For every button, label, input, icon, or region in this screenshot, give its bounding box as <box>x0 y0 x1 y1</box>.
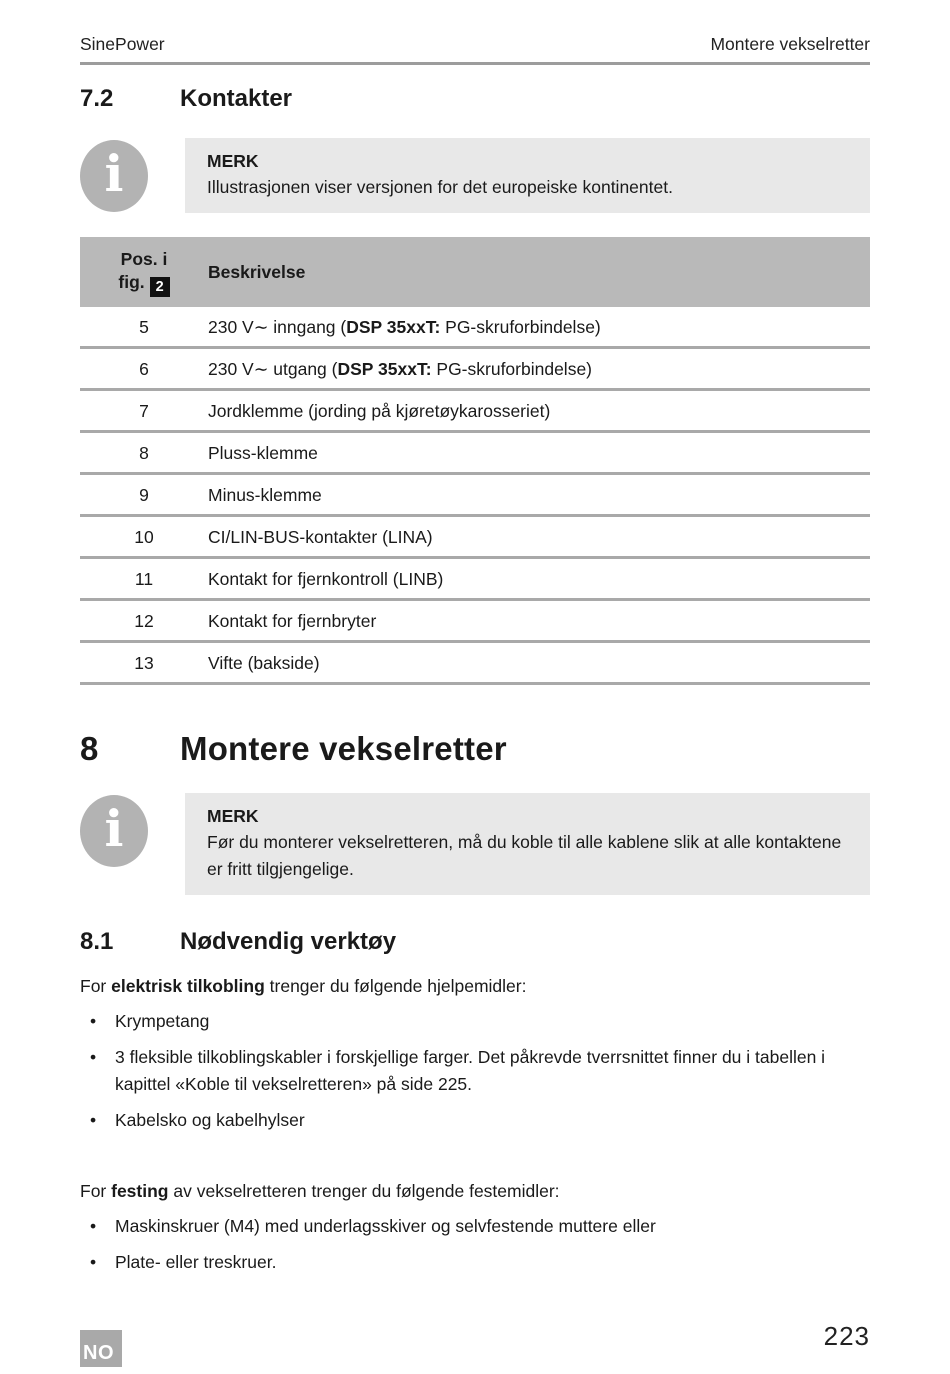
cell-pos: 12 <box>80 599 208 643</box>
table-row: 12 Kontakt for fjernbryter <box>80 599 870 643</box>
table-header-desc: Beskrivelse <box>208 261 306 282</box>
intro-bold: festing <box>111 1181 169 1201</box>
cell-pos: 5 <box>80 307 208 349</box>
chapter-heading-8: 8 Montere vekselretter <box>80 729 870 769</box>
info-icon: i <box>80 140 148 212</box>
table-row: 8 Pluss-klemme <box>80 431 870 475</box>
table-row: 9 Minus-klemme <box>80 473 870 517</box>
list-item: • Kabelsko og kabelhylser <box>80 1107 870 1134</box>
intro-post: trenger du følgende hjelpemidler: <box>264 976 527 996</box>
section-title: Kontakter <box>180 85 293 112</box>
note-box: MERK Illustrasjonen viser versjonen for … <box>185 138 870 213</box>
list-item-text: 3 fleksible tilkoblingskabler i forskjel… <box>115 1047 826 1094</box>
cell-description: 230 V∼ inngang (DSP 35xxT: PG-skruforbin… <box>208 307 870 349</box>
cell-description: Minus-klemme <box>208 473 870 517</box>
list-item: • 3 fleksible tilkoblingskabler i forskje… <box>80 1044 870 1098</box>
note-label: MERK <box>207 151 259 171</box>
contacts-table-body: 5 230 V∼ inngang (DSP 35xxT: PG-skruforbi… <box>80 307 870 685</box>
list-item-text: Krympetang <box>115 1011 210 1031</box>
cell-pos: 9 <box>80 473 208 517</box>
page-number: 223 <box>823 1321 870 1351</box>
intro-post: av vekselretteren trenger du følgende fe… <box>168 1181 560 1201</box>
cell-pos: 7 <box>80 389 208 433</box>
table-header-row: Pos. i fig. 2 Beskrivelse <box>80 237 870 307</box>
note-box: MERK Før du monterer vekselretteren, må … <box>185 793 870 895</box>
info-icon: i <box>80 795 148 867</box>
bullet-marker: • <box>90 1011 97 1031</box>
list-item-text: Kabelsko og kabelhylser <box>115 1110 305 1130</box>
intro-bold: elektrisk tilkobling <box>111 976 265 996</box>
list-item-text: Maskinskruer (M4) med underlagsskiver og… <box>115 1216 656 1236</box>
table-row: 6 230 V∼ utgang (DSP 35xxT: PG-skruforbin… <box>80 347 870 391</box>
intro-pre: For <box>80 976 112 996</box>
running-header-right: Montere vekselretter <box>710 34 870 54</box>
note-label: MERK <box>207 806 259 826</box>
note-text: Illustrasjonen viser versjonen for det e… <box>207 177 673 197</box>
section-title: Nødvendig verktøy <box>180 928 397 955</box>
tools-bullet-list: • Krympetang • 3 fleksible tilkoblingskable… <box>80 1008 870 1134</box>
cell-description: 230 V∼ utgang (DSP 35xxT: PG-skruforbind… <box>208 347 870 391</box>
cell-pos: 11 <box>80 557 208 601</box>
table-row: 11 Kontakt for fjernkontroll (LINB) <box>80 557 870 601</box>
bullet-marker: • <box>90 1252 97 1272</box>
bullet-marker: • <box>90 1047 97 1067</box>
cell-description: Jordklemme (jording på kjøretøykarosseri… <box>208 389 870 433</box>
pos-header-line2: fig. <box>118 271 145 292</box>
cell-pos: 6 <box>80 347 208 391</box>
table-row: 10 CI/LIN-BUS-kontakter (LINA) <box>80 515 870 559</box>
fasteners-bullet-list: • Maskinskruer (M4) med underlagsskiver o… <box>80 1213 870 1276</box>
cell-description: Vifte (bakside) <box>208 641 870 685</box>
cell-pos: 8 <box>80 431 208 475</box>
section-number: 8.1 <box>80 928 114 955</box>
section-heading-8-1: 8.1 Nødvendig verktøy <box>80 927 870 957</box>
figure-ref-badge: 2 <box>149 276 170 297</box>
bullet-marker: • <box>90 1216 97 1236</box>
table-header-pos: Pos. i fig. 2 <box>80 237 208 307</box>
table-row: 5 230 V∼ inngang (DSP 35xxT: PG-skruforbi… <box>80 307 870 349</box>
list-item: • Krympetang <box>80 1008 870 1035</box>
table-row: 7 Jordklemme (jording på kjøretøykarosser… <box>80 389 870 433</box>
note-text: Før du monterer vekselretteren, må du ko… <box>207 832 842 879</box>
cell-description: Kontakt for fjernbryter <box>208 599 870 643</box>
cell-description: CI/LIN-BUS-kontakter (LINA) <box>208 515 870 559</box>
cell-pos: 10 <box>80 515 208 559</box>
running-header: SinePower Montere vekselretter <box>80 0 870 65</box>
section-heading-7-2: 7.2 Kontakter <box>80 84 870 114</box>
section-number: 7.2 <box>80 85 114 112</box>
list-item-text: Plate- eller treskruer. <box>115 1252 277 1272</box>
list-item: • Plate- eller treskruer. <box>80 1249 870 1276</box>
note-block-1: i MERK Illustrasjonen viser versjonen fo… <box>80 138 870 213</box>
contacts-table: Pos. i fig. 2 Beskrivelse 5 230 V∼ inngang… <box>80 237 870 685</box>
list-item: • Maskinskruer (M4) med underlagsskiver o… <box>80 1213 870 1240</box>
pos-header-line1: Pos. i <box>120 248 168 269</box>
note-block-2: i MERK Før du monterer vekselretteren, m… <box>80 793 870 895</box>
language-badge: NO <box>80 1330 122 1367</box>
intro-paragraph-2: For festing av vekselretteren trenger du… <box>80 1178 870 1205</box>
bullet-marker: • <box>90 1110 97 1130</box>
intro-pre: For <box>80 1181 112 1201</box>
chapter-number: 8 <box>80 730 99 767</box>
cell-description: Pluss-klemme <box>208 431 870 475</box>
table-row: 13 Vifte (bakside) <box>80 641 870 685</box>
cell-pos: 13 <box>80 641 208 685</box>
cell-description: Kontakt for fjernkontroll (LINB) <box>208 557 870 601</box>
running-header-left: SinePower <box>80 34 165 54</box>
intro-paragraph-1: For elektrisk tilkobling trenger du følg… <box>80 973 870 1000</box>
chapter-title: Montere vekselretter <box>180 730 507 767</box>
